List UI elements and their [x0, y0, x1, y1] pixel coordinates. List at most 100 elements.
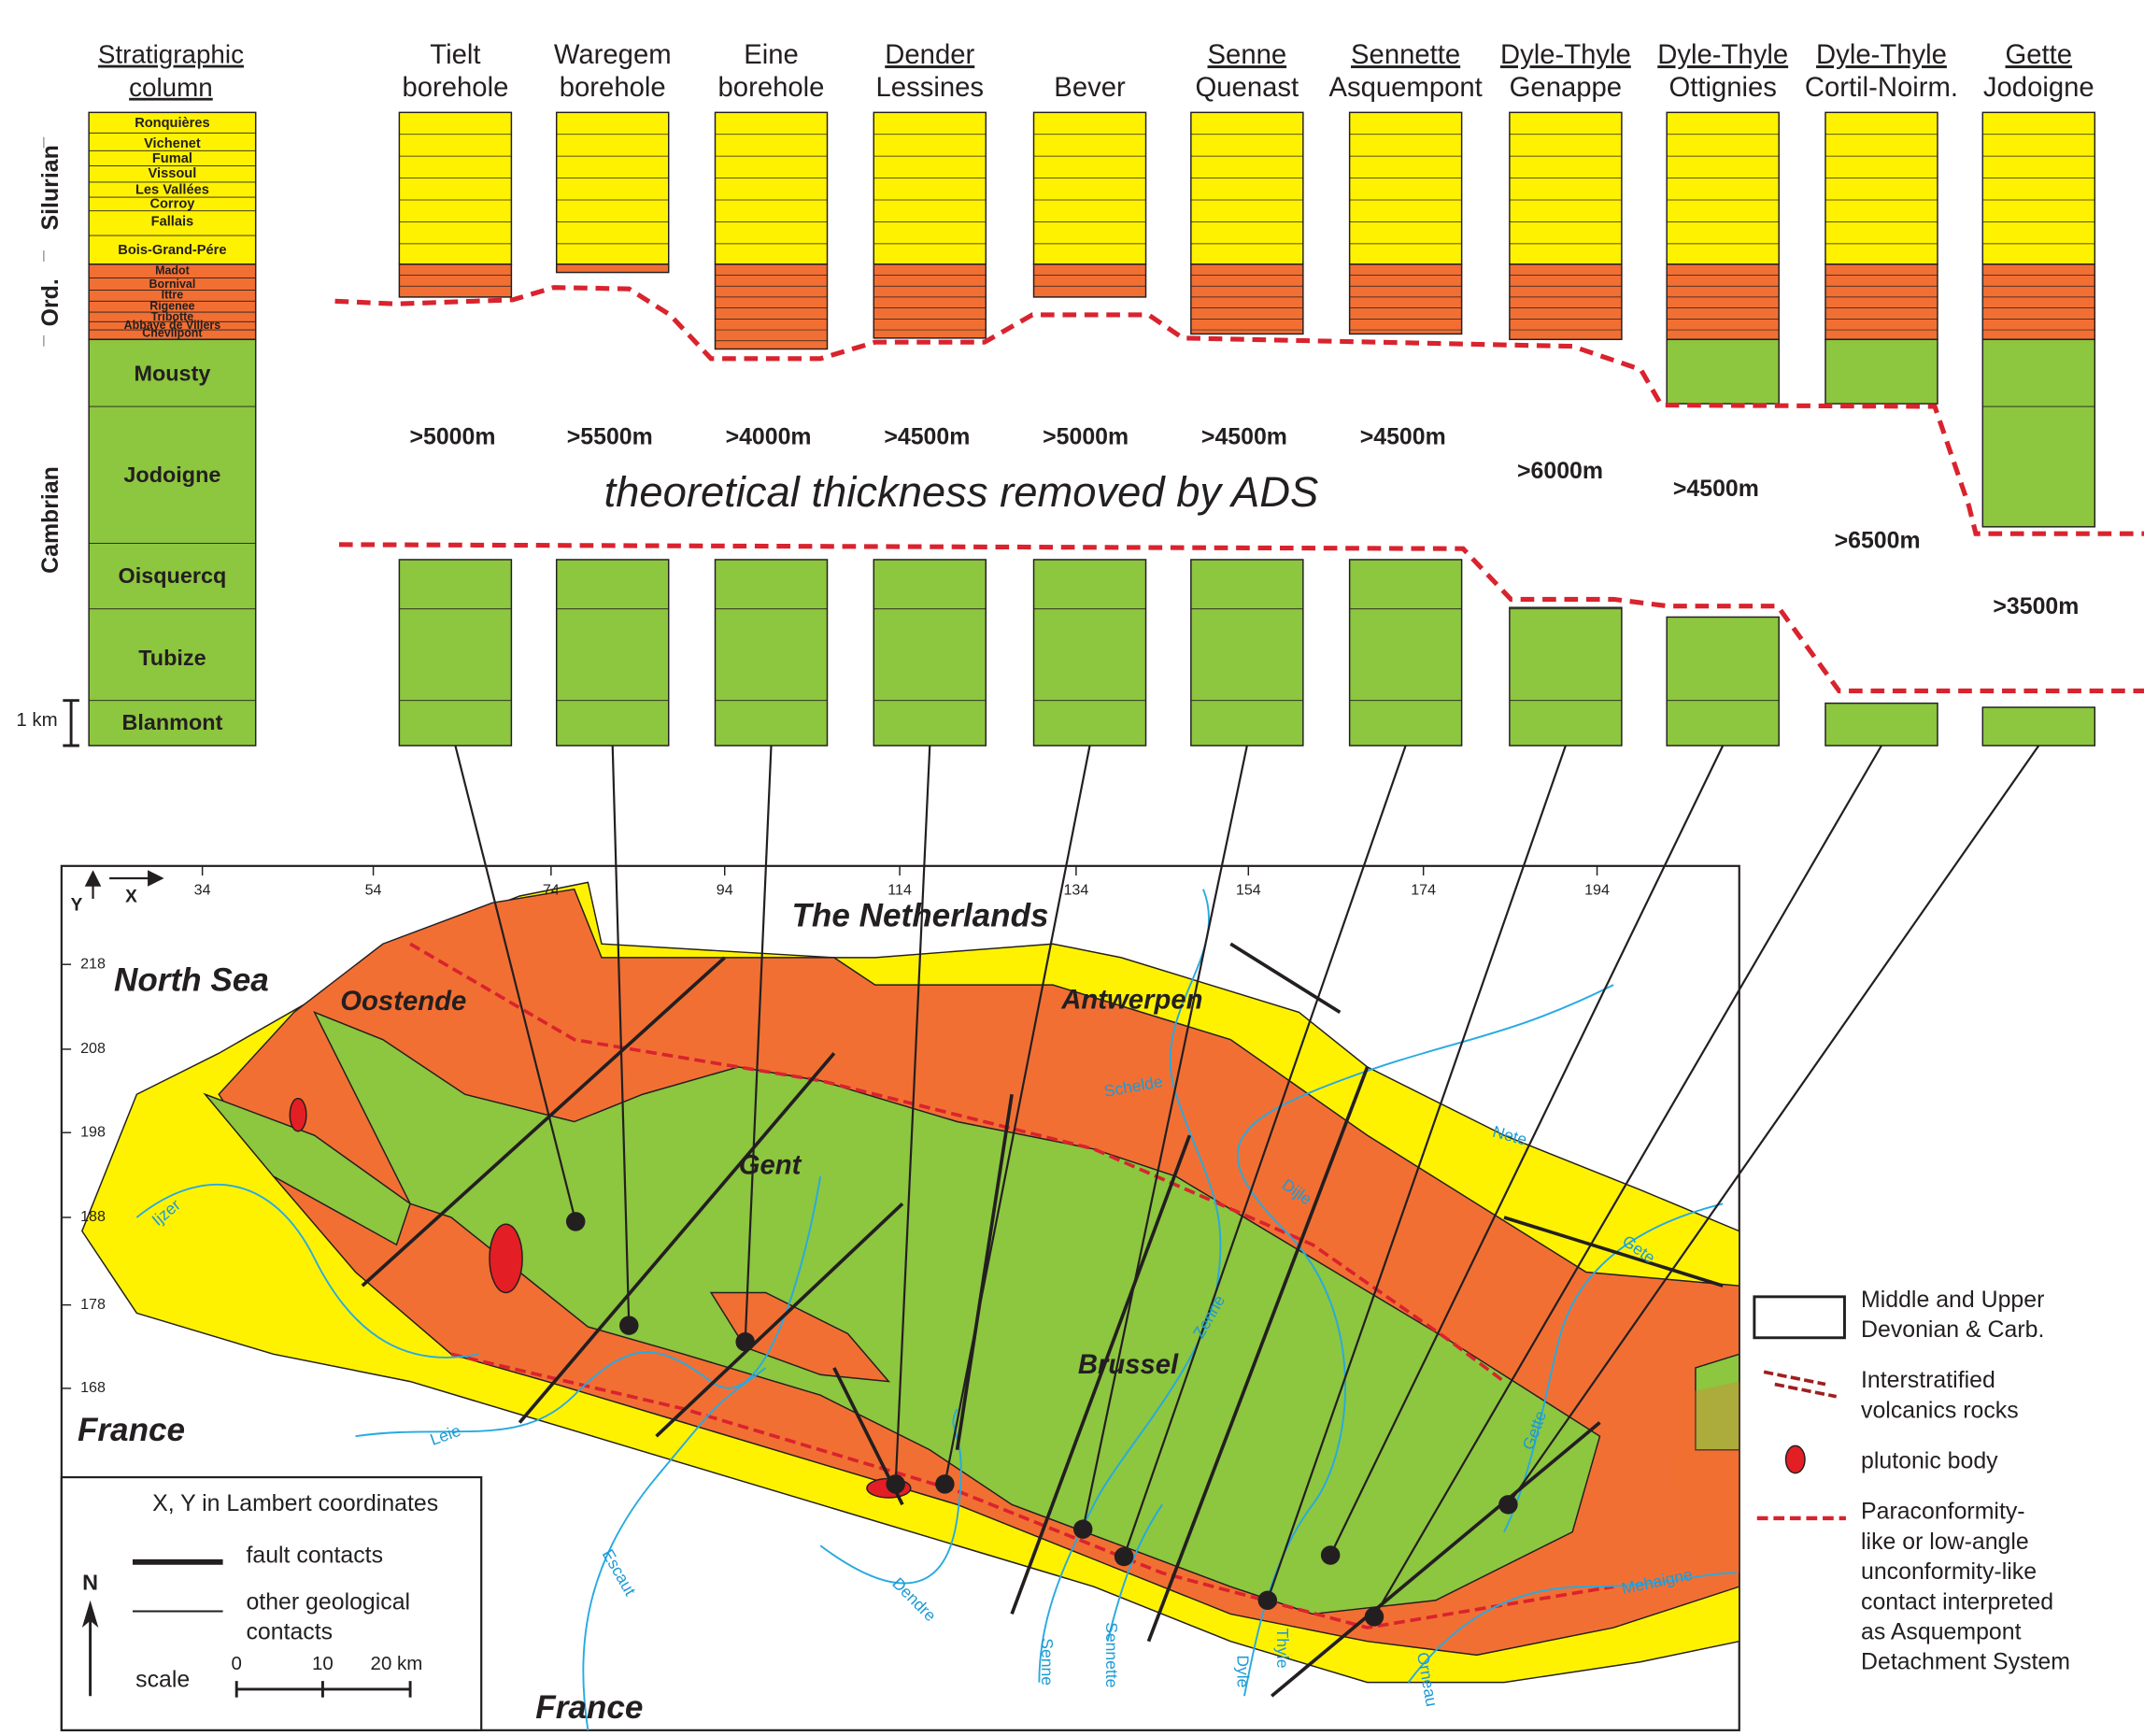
section-ordovician	[873, 263, 987, 339]
section-ordovician	[1509, 263, 1623, 341]
unit-label: Bornival	[149, 277, 196, 291]
section-name: Sennette	[1351, 40, 1460, 70]
section-link	[1373, 745, 1882, 1617]
section-name: borehole	[402, 73, 508, 103]
legend-label: contact interpreted	[1861, 1588, 2053, 1615]
fault	[1010, 1134, 1192, 1615]
place-label: Brussel	[1078, 1350, 1179, 1380]
river	[1503, 1202, 1724, 1533]
unit-label: Blanmont	[121, 710, 222, 734]
legend-label: Middle and Upper	[1861, 1287, 2044, 1313]
legend-label: Paraconformity-	[1861, 1499, 2025, 1525]
section-ordovician	[1825, 263, 1938, 341]
scale-tick-label: 20 km	[371, 1653, 423, 1674]
fault	[518, 1052, 836, 1424]
section-link	[894, 745, 931, 1485]
place-label: Antwerpen	[1060, 985, 1202, 1015]
x-tick-label: 74	[543, 881, 560, 898]
x-tick-label: 194	[1584, 881, 1610, 898]
river-label: Sennette	[1102, 1622, 1121, 1687]
section-location	[935, 1474, 955, 1494]
section-location	[1114, 1546, 1134, 1567]
green-zone-east	[1695, 1353, 1740, 1451]
section-silurian	[1348, 111, 1463, 265]
section-name: Bever	[1054, 73, 1126, 103]
section-ordovician	[1032, 263, 1147, 298]
thickness-label: >5500m	[567, 423, 653, 449]
x-arrowhead	[148, 870, 164, 887]
section-ordovician	[398, 263, 513, 298]
section-cambrian-lower	[873, 559, 987, 747]
section-location	[1364, 1607, 1384, 1627]
section-ordovician	[555, 263, 670, 274]
section-link	[944, 745, 1091, 1485]
strat-ordovician	[88, 263, 257, 341]
map-legend: X, Y in Lambert coordinates fault contact…	[60, 1475, 483, 1731]
section-silurian	[714, 111, 829, 265]
column-title: column	[129, 73, 213, 102]
section-location	[1257, 1590, 1278, 1611]
unit-label: Corroy	[149, 196, 195, 211]
section-ordovician	[1981, 263, 2096, 341]
fault	[361, 956, 726, 1288]
river	[135, 1183, 479, 1359]
section-name: Eine	[744, 40, 799, 70]
section-ordovician	[1348, 263, 1463, 335]
volcanic-dash	[1774, 1382, 1838, 1399]
section-cambrian-lower	[714, 559, 829, 747]
section-silurian	[555, 111, 670, 265]
x-tick-label: 134	[1063, 881, 1088, 898]
legend-label: volcanics rocks	[1861, 1397, 2019, 1423]
section-cambrian-upper	[1825, 338, 1938, 405]
green-zone	[313, 1011, 1601, 1615]
fault	[1271, 1421, 1601, 1698]
place-label: France	[535, 1689, 643, 1726]
x-tick-label: 54	[365, 881, 382, 898]
x-tick-label: 94	[717, 881, 733, 898]
section-name: Senne	[1208, 40, 1287, 70]
legend-label: plutonic body	[1861, 1448, 1998, 1474]
thickness-label: >4500m	[884, 423, 970, 449]
river	[1236, 984, 1614, 1697]
thickness-label: >4500m	[1201, 423, 1287, 449]
strat-cambrian	[88, 338, 257, 747]
section-location	[1072, 1519, 1093, 1539]
section-name: Dyle-Thyle	[1657, 40, 1788, 70]
river-label: Thyle	[1273, 1629, 1292, 1669]
place-label: Gent	[739, 1151, 802, 1181]
section-location	[886, 1474, 905, 1494]
legend-label: Detachment System	[1861, 1649, 2070, 1675]
y-tick-label: 168	[80, 1379, 106, 1396]
section-silurian	[398, 111, 513, 265]
section-silurian	[1825, 111, 1938, 265]
section-silurian	[1190, 111, 1304, 265]
section-silurian	[1509, 111, 1623, 265]
section-cambrian-lower	[1348, 559, 1463, 747]
legend-volcanics	[1763, 1370, 1838, 1399]
unit-label: Ronquières	[135, 116, 209, 131]
section-name: Ottignies	[1668, 73, 1776, 103]
x-tick-label: 114	[887, 881, 912, 898]
ads-contact-map	[409, 942, 1506, 1384]
axis-label: Y	[71, 895, 83, 915]
fault	[655, 1202, 904, 1438]
thickness-label: >4500m	[1673, 476, 1759, 502]
section-cambrian-upper	[1666, 338, 1780, 405]
section-cambrian-lower	[1190, 559, 1304, 747]
section-link	[744, 745, 773, 1343]
y-tick-label: 198	[80, 1123, 106, 1140]
y-arrowhead	[84, 870, 102, 887]
section-name: Lessines	[876, 73, 985, 103]
column-title: Stratigraphic	[98, 40, 244, 69]
river	[1106, 1503, 1163, 1642]
unit-label: Oisquercq	[119, 563, 227, 588]
section-location	[735, 1331, 755, 1352]
unit-label: Tubize	[138, 646, 206, 670]
strat-silurian	[88, 111, 257, 265]
section-ordovician	[1190, 263, 1304, 335]
section-silurian	[1981, 111, 2096, 265]
map: X, Y in Lambert coordinates fault contact…	[60, 864, 1740, 1731]
x-tick-label: 154	[1236, 881, 1261, 898]
axis-label: X	[125, 887, 137, 906]
